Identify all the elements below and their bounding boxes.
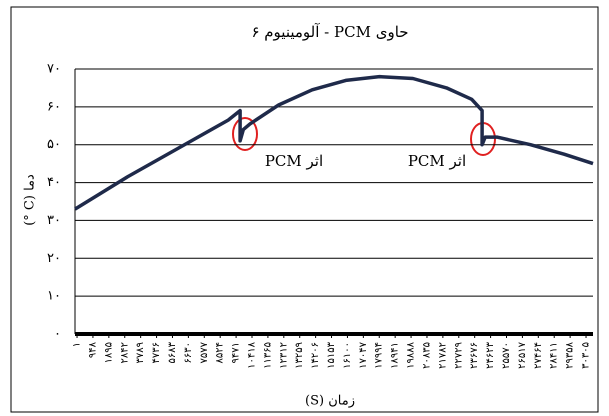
- x-axis-label: زمان (S): [305, 394, 355, 409]
- x-tick-label: ۱۸۹۵: [103, 342, 114, 363]
- x-tick-label: ۲۴۶۲۳: [485, 341, 496, 368]
- y-tick-label: ۳۰: [47, 213, 61, 228]
- x-tick-label: ۴۷۳۶: [151, 342, 162, 363]
- y-tick-label: ۵۰: [47, 137, 61, 152]
- x-tick-label: ۲۰۸۳۵: [421, 342, 432, 369]
- x-tick-label: ۱۲۳۱۲: [278, 342, 289, 369]
- x-tick-label: ۱۸۹۴۱: [390, 342, 401, 369]
- data-line: [74, 74, 594, 211]
- x-tick-label: ۲۸۴۲: [119, 342, 130, 363]
- x-tick-label: ۲۷۴۶۴: [533, 342, 544, 369]
- x-tick-label: ۲۱۷۸۲: [437, 342, 448, 369]
- x-tick-label: ۳۷۸۹: [135, 342, 146, 363]
- x-tick-label: ۱: [72, 342, 83, 347]
- x-tick-label: ۱۷۹۹۴: [374, 342, 385, 369]
- x-tick-label: ۷۵۷۷: [199, 341, 210, 363]
- x-tick-label: ۹۴۸: [87, 341, 98, 358]
- annotation: اثر PCM: [265, 152, 323, 170]
- y-tick-label: ۱۰: [47, 289, 61, 304]
- x-tick-label: ۱۳۲۵۹: [294, 342, 305, 369]
- highlight-circle: [232, 117, 258, 151]
- x-tick-label: ۵۶۸۳: [167, 341, 178, 363]
- x-tick-label: ۲۸۴۱۱: [549, 342, 560, 369]
- annotation: اثر PCM: [408, 152, 466, 170]
- x-tick-label: ۶۶۳۰: [183, 342, 194, 363]
- y-tick-label: ۷۰: [47, 62, 61, 77]
- x-tick-label: ۳۰۳۰۵: [581, 342, 592, 369]
- x-tick-label: ۱۴۲۰۶: [310, 342, 321, 369]
- chart-title: حاوی PCM - آلومینیوم ۶: [251, 23, 408, 41]
- y-tick-label: ۴۰: [47, 175, 61, 190]
- chart-frame: [10, 6, 599, 413]
- x-tick-label: ۱۵۱۵۳: [326, 341, 337, 368]
- x-tick-label: ۹۴۷۱: [231, 342, 242, 363]
- y-tick-label: ۶۰: [47, 99, 61, 114]
- x-tick-label: ۱۱۳۶۵: [262, 342, 273, 369]
- x-tick-label: ۲۹۳۵۸: [565, 341, 576, 368]
- x-tick-label: ۲۵۵۷۰: [501, 342, 512, 369]
- x-tick-label: ۱۰۴۱۸: [247, 341, 258, 368]
- x-tick-label: ۱۶۱۰۰: [342, 342, 353, 369]
- y-tick-label: ۰: [54, 327, 61, 342]
- x-tick-label: ۸۵۲۴: [215, 342, 226, 363]
- x-tick-label: ۱۹۸۸۸: [406, 341, 417, 368]
- y-axis-label: دما (C °): [23, 174, 38, 226]
- x-tick-label: ۲۲۷۲۹: [453, 342, 464, 369]
- x-tick-label: ۲۳۶۷۶: [469, 342, 480, 369]
- x-tick-label: ۱۷۰۴۷: [358, 341, 369, 368]
- y-tick-label: ۲۰: [47, 251, 61, 266]
- x-tick-label: ۲۶۵۱۷: [517, 341, 528, 368]
